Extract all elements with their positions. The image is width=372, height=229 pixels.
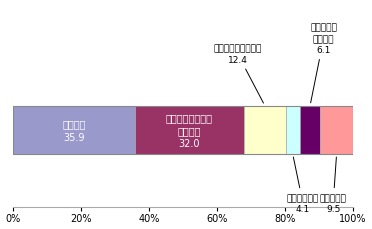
Text: そう思う
35.9: そう思う 35.9 [62,119,86,142]
Bar [286,106,300,155]
Text: どちらかというと
そう思う
32.0: どちらかというと そう思う 32.0 [166,112,213,148]
Text: わからない
9.5: わからない 9.5 [320,157,347,213]
Text: そう思わない
4.1: そう思わない 4.1 [287,157,319,213]
Bar [135,106,244,155]
Bar [13,106,135,155]
Bar [244,106,286,155]
Bar [300,106,320,155]
Text: どちらとも
いえない
6.1: どちらとも いえない 6.1 [310,24,337,103]
Text: あまりそう思わない
12.4: あまりそう思わない 12.4 [214,44,263,104]
Bar [320,106,353,155]
